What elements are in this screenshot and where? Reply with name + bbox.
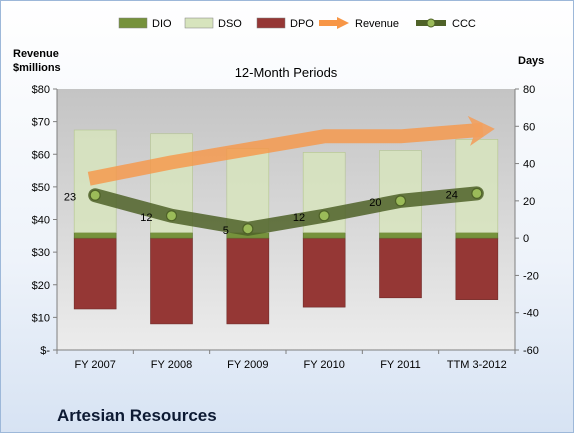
ccc-point	[242, 223, 254, 235]
left-axis-title: Revenue	[13, 48, 59, 60]
left-tick-label: $60	[32, 149, 50, 161]
right-axis-title: Days	[518, 55, 544, 67]
right-tick-label: 80	[523, 84, 535, 96]
bar-dpo	[73, 237, 117, 310]
x-tick-label: FY 2010	[303, 359, 344, 371]
bar-dio	[302, 232, 346, 239]
bar-dpo	[455, 237, 499, 300]
revenue-line	[87, 115, 495, 186]
right-tick-label: -20	[523, 270, 539, 282]
right-tick-label: 20	[523, 196, 535, 208]
right-tick-label: 40	[523, 159, 535, 171]
right-tick-label: 0	[523, 233, 529, 245]
left-tick-label: $30	[32, 247, 50, 259]
left-tick-label: $10	[32, 312, 50, 324]
left-tick-label: $-	[40, 345, 50, 357]
left-tick-label: $20	[32, 280, 50, 292]
left-axis-title-unit: $millions	[13, 62, 61, 74]
left-tick-label: $70	[32, 117, 50, 129]
left-tick-label: $80	[32, 84, 50, 96]
ccc-point	[89, 189, 101, 201]
bar-dio	[455, 232, 499, 239]
legend-label: DPO	[290, 18, 314, 30]
bar-dpo	[226, 237, 270, 325]
legend-marker-ccc	[426, 18, 436, 28]
bar-dpo	[379, 237, 422, 299]
bar-dio	[379, 232, 422, 239]
left-tick-label: $40	[32, 215, 50, 227]
bar-dso	[379, 150, 422, 233]
chart-title: 12-Month Periods	[235, 65, 338, 80]
bar-dio	[150, 232, 193, 239]
ccc-line	[88, 186, 484, 236]
right-tick-label: -60	[523, 345, 539, 357]
right-tick-label: 60	[523, 121, 535, 133]
ccc-point	[471, 187, 483, 199]
ccc-data-label: 12	[293, 212, 305, 224]
legend-label: DIO	[152, 18, 172, 30]
x-tick-label: FY 2008	[151, 359, 192, 371]
ccc-data-label: 5	[223, 225, 229, 237]
x-tick-label: FY 2011	[380, 359, 421, 371]
legend-swatch	[256, 17, 286, 29]
ccc-data-label: 12	[140, 212, 152, 224]
legend-swatch	[184, 17, 214, 29]
right-tick-label: -40	[523, 308, 539, 320]
x-tick-label: TTM 3-2012	[447, 359, 507, 371]
legend-label: CCC	[452, 18, 476, 30]
ccc-data-label: 20	[369, 197, 381, 209]
bar-dpo	[302, 237, 346, 308]
legend-label: DSO	[218, 18, 242, 30]
legend-swatch	[118, 17, 148, 29]
ccc-data-label: 23	[64, 191, 76, 203]
ccc-data-label: 24	[446, 189, 458, 201]
legend-label: Revenue	[355, 18, 399, 30]
legend-arrowhead	[337, 17, 349, 29]
bar-dpo	[150, 237, 193, 325]
bar-dso	[226, 148, 270, 233]
x-tick-label: FY 2007	[74, 359, 115, 371]
left-tick-label: $50	[32, 182, 50, 194]
x-tick-label: FY 2009	[227, 359, 268, 371]
ccc-point	[394, 195, 407, 207]
bar-dso	[455, 139, 499, 233]
ccc-point	[318, 210, 330, 222]
ccc-point	[165, 210, 178, 222]
bar-dio	[73, 232, 117, 239]
company-name: Artesian Resources	[57, 406, 217, 425]
